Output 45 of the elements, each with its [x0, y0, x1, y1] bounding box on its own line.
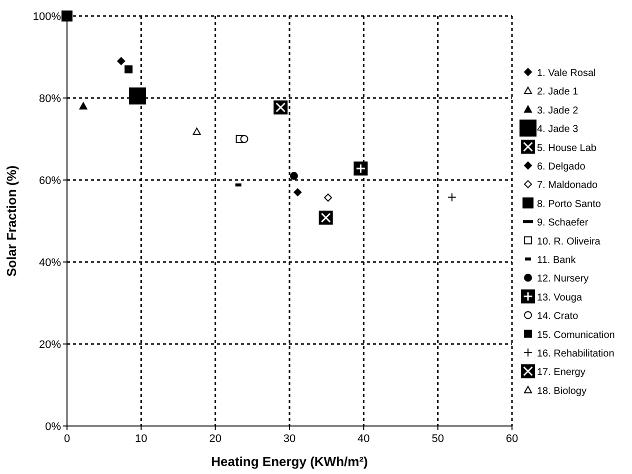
legend-label: 3. Jade 2 — [537, 105, 579, 116]
point — [290, 172, 298, 180]
legend-label: 11. Bank — [537, 255, 577, 266]
point — [117, 57, 126, 66]
x-tick-label: 20 — [209, 433, 222, 445]
legend-label: 9. Schaefer — [537, 218, 589, 229]
point — [192, 128, 201, 135]
legend-label: 1. Vale Rosal — [537, 68, 596, 79]
legend-label: 6. Delgado — [537, 162, 586, 172]
legend-label: 2. Jade 1 — [537, 86, 579, 98]
legend-label: 18. Biology — [537, 386, 586, 397]
x-tick-label: 10 — [135, 433, 148, 445]
legend-label: 8. Porto Santo — [537, 198, 602, 210]
y-axis-title: Solar Fraction (%) — [4, 165, 19, 277]
legend-label: 14. Crato — [537, 311, 579, 322]
point — [79, 102, 88, 110]
point — [128, 87, 146, 104]
legend-label: 13. Vouga — [537, 292, 582, 304]
point — [447, 192, 456, 202]
legend-label: 15. Comunication — [537, 330, 615, 341]
x-tick-label: 0 — [64, 433, 70, 445]
point — [324, 194, 332, 202]
y-tick-label: 20% — [38, 339, 62, 351]
y-tick-label: 60% — [38, 175, 62, 187]
legend-label: 12. Nursery — [537, 274, 589, 285]
y-tick-label: 40% — [38, 257, 62, 269]
legend-label: 16. Rehabilitation — [537, 348, 614, 360]
point — [124, 65, 133, 74]
legend-label: 5. House Lab — [537, 142, 597, 154]
x-tick-label: 60 — [506, 433, 518, 445]
point — [294, 188, 302, 196]
y-tick-label: 100% — [32, 11, 62, 23]
legend-label: 10. R. Oliveira — [537, 236, 601, 248]
x-tick-label: 40 — [358, 433, 370, 445]
y-tick-label: 80% — [38, 93, 62, 105]
point — [354, 162, 368, 176]
legend-label: 4. Jade 3 — [537, 124, 579, 136]
point — [62, 10, 72, 22]
y-tick-label: 0% — [45, 421, 62, 433]
legend-label: 7. Maldonado — [537, 180, 598, 192]
x-tick-label: 30 — [283, 433, 296, 445]
legend-label: 17. Energy — [537, 367, 586, 378]
x-tick-label: 50 — [432, 433, 444, 445]
x-axis-title: Heating Energy (KWh/m²) — [211, 454, 368, 469]
point — [240, 135, 248, 143]
